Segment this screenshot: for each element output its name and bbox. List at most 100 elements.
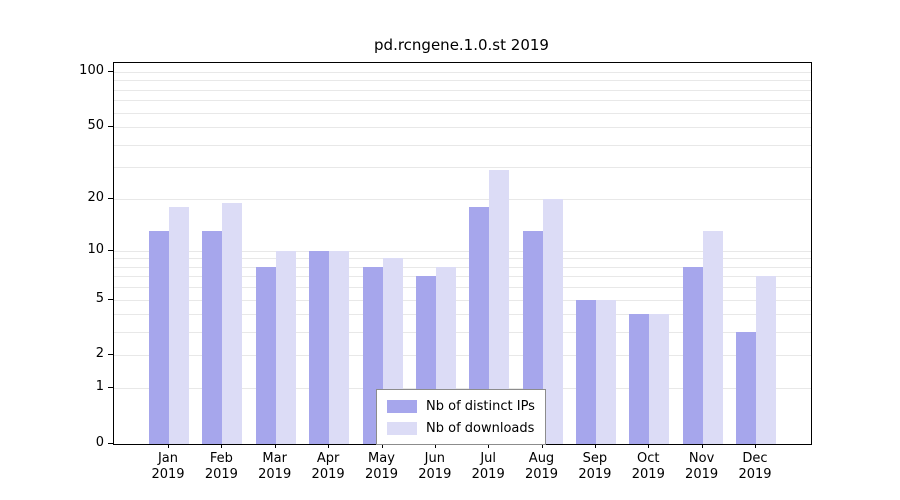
x-axis-year-text: 2019 [578,467,612,482]
x-axis-tick-label: Mar 2019 [245,451,305,483]
y-tick-mark [108,354,113,356]
legend-item-downloads: Nb of downloads [387,417,535,439]
x-axis-tick-label: Nov 2019 [672,451,732,483]
x-axis-year-text: 2019 [685,467,719,482]
y-tick-mark [108,71,113,72]
x-axis-tick-label: Aug 2019 [512,451,572,483]
y-axis-tick-label: 20 [87,189,104,205]
y-tick-mark [108,387,113,389]
x-axis-year-text: 2019 [258,467,292,482]
y-axis-tick-label: 5 [95,290,104,306]
x-tick-mark [488,444,490,448]
gridline [114,72,811,73]
gridline [114,144,811,146]
x-tick-mark [168,444,169,448]
x-axis-month-text: Dec [742,451,768,466]
x-tick-mark [434,444,436,448]
bar-distinct-ips-sep [575,299,596,444]
legend-swatch-downloads-icon [387,421,417,435]
gridline [114,167,811,169]
gridline [114,112,811,114]
x-axis-year-text: 2019 [311,467,345,482]
y-tick-mark [108,443,113,444]
x-axis-month-text: Apr [316,451,340,466]
gridline [114,100,811,102]
gridline [114,80,811,82]
x-tick-mark [274,444,276,448]
bar-distinct-ips-nov [682,266,703,444]
y-tick-mark [108,298,113,300]
x-axis-month-text: Jun [424,451,445,466]
chart-title: pd.rcngene.1.0.st 2019 [374,36,549,54]
bar-distinct-ips-oct [629,314,650,444]
bar-downloads-sep [595,299,616,444]
bar-downloads-apr [329,250,350,444]
y-axis-tick-label: 100 [79,63,104,78]
gridline [114,250,811,252]
legend-label-distinct-ips: Nb of distinct IPs [426,398,535,414]
gridline [114,388,811,390]
x-axis-month-text: Feb [209,451,233,466]
x-axis-tick-label: Sep 2019 [565,451,625,483]
bar-distinct-ips-jan [149,231,169,444]
gridline [114,258,811,260]
x-axis-year-text: 2019 [151,467,185,482]
legend-label-downloads: Nb of downloads [426,420,535,436]
gridline [114,127,811,129]
y-axis-tick-label: 1 [95,379,104,395]
y-axis-tick-label: 0 [95,435,104,450]
legend: Nb of distinct IPs Nb of downloads [376,389,546,445]
x-axis-tick-label: Apr 2019 [298,451,358,483]
y-axis-tick-label: 2 [95,346,104,362]
x-axis-tick-label: Jun 2019 [405,451,465,483]
x-tick-mark [755,444,756,448]
legend-item-distinct-ips: Nb of distinct IPs [387,395,535,417]
y-tick-mark [108,197,113,199]
x-axis-year-text: 2019 [631,467,665,482]
x-axis-year-text: 2019 [471,467,505,482]
bar-downloads-jan [169,206,189,444]
x-axis-month-text: May [368,451,395,466]
gridline [114,89,811,91]
gridline [114,266,811,268]
gridline [114,355,811,357]
y-tick-mark [108,249,113,251]
y-tick-mark [108,126,113,128]
x-axis-tick-label: Feb 2019 [191,451,251,483]
legend-swatch-distinct-ips-icon [387,399,417,413]
x-tick-mark [648,444,650,448]
x-tick-mark [381,444,383,448]
x-axis-month-text: Nov [688,451,715,466]
x-axis-tick-label: Dec 2019 [725,451,785,483]
x-axis-tick-label: May 2019 [352,451,412,483]
gridline [114,332,811,334]
gridline [114,198,811,200]
x-axis-month-text: Jan [157,451,179,466]
x-axis-month-text: Jul [480,451,497,466]
x-tick-mark [541,444,543,448]
x-axis-month-text: Sep [582,451,608,466]
bar-downloads-nov [702,231,723,444]
gridline [114,314,811,316]
x-axis-month-text: Oct [637,451,660,466]
bar-downloads-jul [489,169,510,444]
x-axis-year-text: 2019 [364,467,399,482]
y-axis-tick-label: 50 [87,118,104,134]
bar-distinct-ips-dec [736,332,756,444]
x-axis-month-text: Aug [528,451,555,466]
bar-downloads-mar [275,250,296,444]
x-axis-year-text: 2019 [738,467,772,482]
bar-distinct-ips-feb [202,231,223,444]
bar-distinct-ips-mar [255,266,276,444]
x-tick-mark [328,444,330,448]
x-axis-tick-label: Oct 2019 [618,451,678,483]
bar-downloads-dec [756,276,776,444]
bar-downloads-aug [542,198,563,444]
x-axis-tick-label: Jul 2019 [458,451,518,483]
y-axis-tick-label: 10 [87,241,104,257]
x-tick-mark [701,444,703,448]
x-axis-year-text: 2019 [418,467,452,482]
bar-downloads-oct [649,314,670,444]
x-tick-mark [221,444,223,448]
